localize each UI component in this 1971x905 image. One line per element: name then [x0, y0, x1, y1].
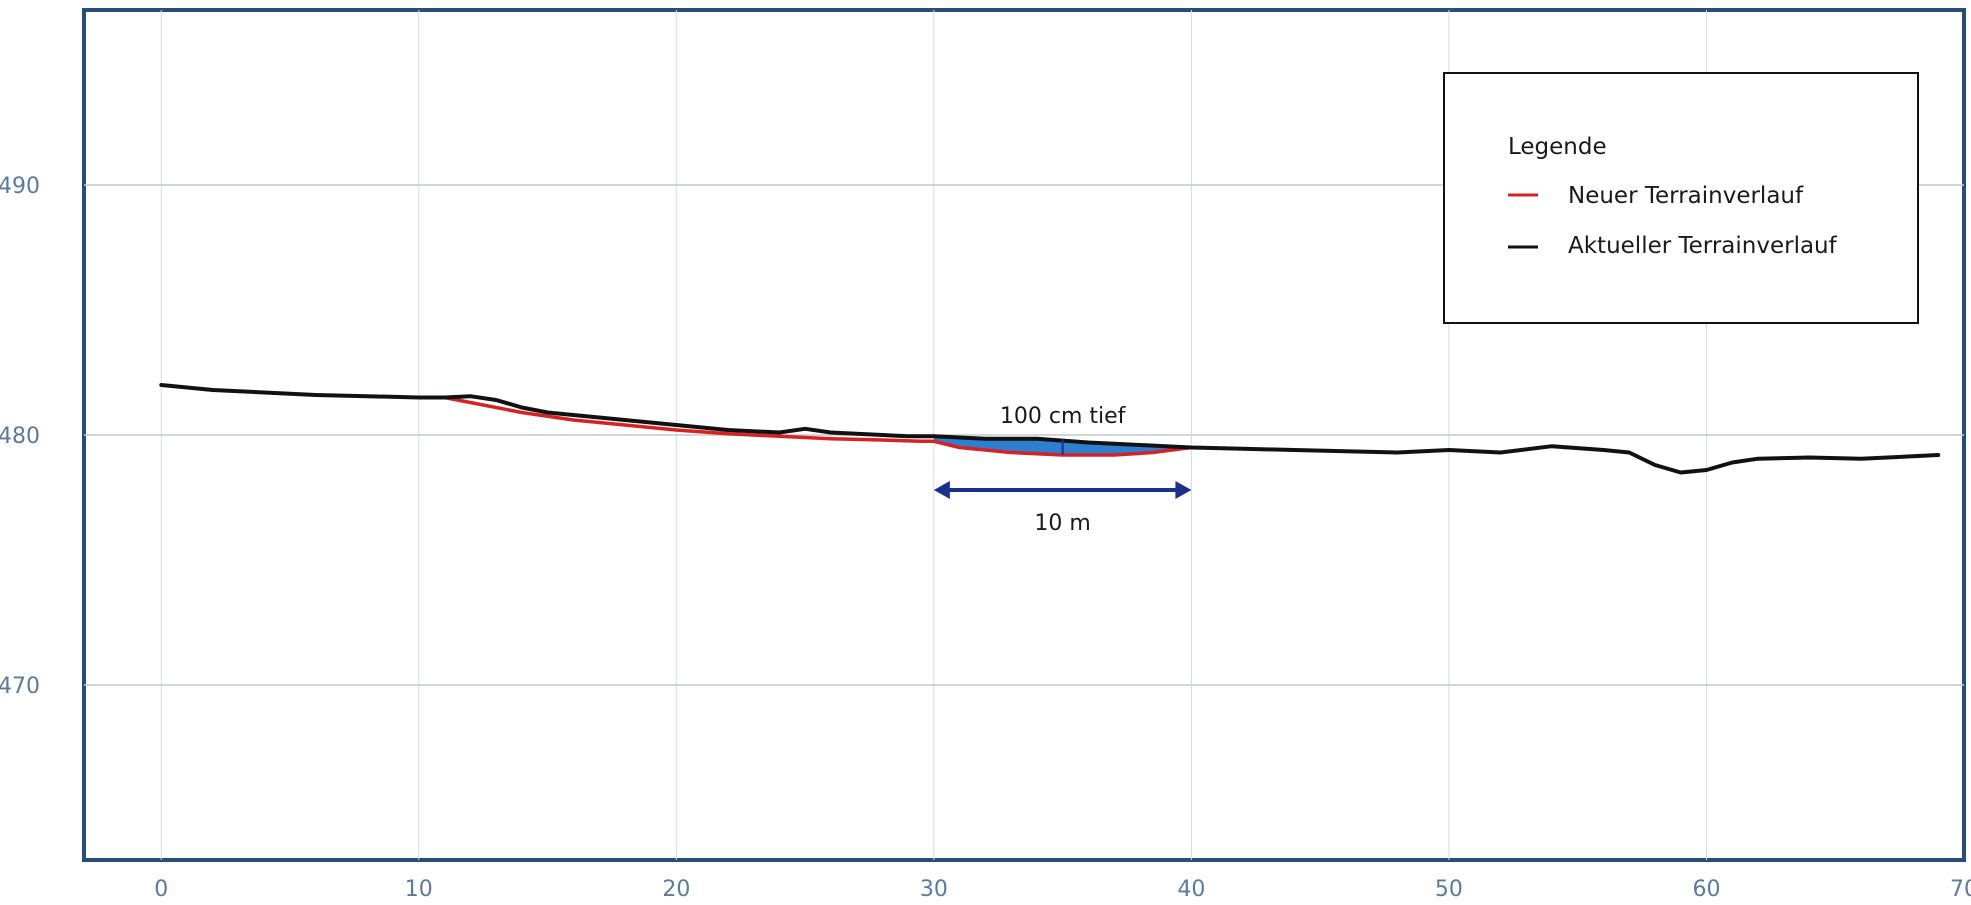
series-line-1 — [442, 395, 1194, 457]
legend-label-new-terrain: Neuer Terrainverlauf — [1568, 183, 1804, 209]
y-tick-label-2: 490 — [0, 174, 40, 199]
x-tick-label-4: 40 — [1177, 877, 1205, 902]
x-tick-label-5: 50 — [1435, 877, 1463, 902]
legend-box — [1443, 72, 1919, 324]
legend-title: Legende — [1508, 134, 1607, 160]
x-tick-label-6: 60 — [1692, 877, 1720, 902]
series-layer — [159, 383, 1941, 475]
y-tick-label-0: 470 — [0, 674, 40, 699]
width-annotation: 10 m — [1034, 511, 1090, 536]
width-arrow-head-left — [933, 481, 950, 499]
depth-annotation: 100 cm tief — [1000, 404, 1127, 429]
annotations: 100 cm tief 10 m — [933, 404, 1192, 536]
grid-lines — [84, 10, 1964, 860]
x-tick-label-3: 30 — [920, 877, 948, 902]
x-tick-label-0: 0 — [154, 877, 168, 902]
y-tick-label-1: 480 — [0, 424, 40, 449]
tick-labels: 0 10 20 30 40 50 60 70 470 480 490 — [0, 174, 1971, 902]
x-tick-label-2: 20 — [662, 877, 690, 902]
width-arrow-head-right — [1175, 481, 1192, 499]
x-tick-label-1: 10 — [405, 877, 433, 902]
legend-label-current-terrain: Aktueller Terrainverlauf — [1568, 233, 1838, 259]
x-tick-label-7: 70 — [1950, 877, 1971, 902]
series-line-0 — [159, 383, 1941, 475]
legend: Legende Neuer Terrainverlauf Aktueller T… — [1443, 72, 1919, 324]
